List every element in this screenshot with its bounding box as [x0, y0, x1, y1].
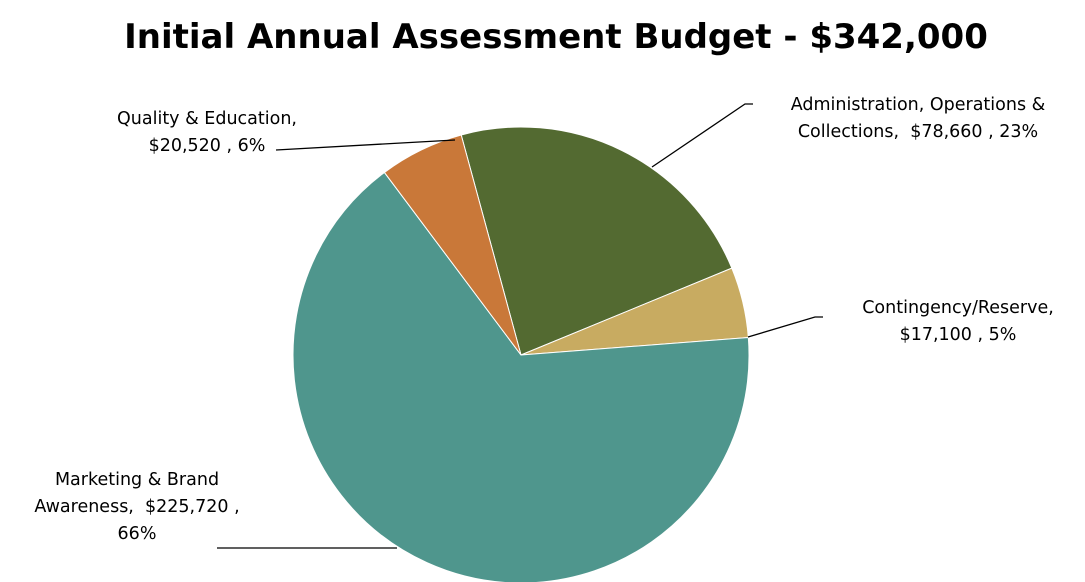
data-label-quality-education: Quality & Education, $20,520 , 6%: [117, 109, 297, 156]
data-label-line: Contingency/Reserve,: [862, 298, 1054, 318]
chart-title: Initial Annual Assessment Budget - $342,…: [124, 17, 988, 57]
pie-slice-quality-education: [383, 134, 522, 356]
data-label-line: Quality & Education,: [117, 109, 297, 129]
data-label-line: Awareness, $225,720 ,: [34, 497, 239, 517]
leader-lines: [217, 103, 823, 549]
pie-slices: [292, 126, 750, 582]
data-labels: Administration, Operations & Collections,…: [34, 95, 1053, 544]
data-label-line: 66%: [118, 524, 157, 544]
data-label-contingency-reserve: Contingency/Reserve, $17,100 , 5%: [862, 298, 1054, 345]
data-label-line: $20,520 , 6%: [149, 136, 266, 156]
data-label-line: Administration, Operations &: [791, 95, 1046, 115]
data-label-line: Collections, $78,660 , 23%: [798, 122, 1038, 142]
leader-line-quality-education: [275, 139, 456, 151]
data-label-administration-operations-collections: Administration, Operations & Collections,…: [791, 95, 1046, 142]
pie-slice-marketing-brand-awareness: [292, 171, 750, 582]
leader-line-contingency-reserve: [747, 316, 823, 338]
leader-line-administration-operations-collections: [651, 103, 753, 168]
data-label-marketing-brand-awareness: Marketing & Brand Awareness, $225,720 , 66…: [34, 470, 239, 544]
data-label-line: $17,100 , 5%: [900, 325, 1017, 345]
data-label-line: Marketing & Brand: [55, 470, 219, 490]
pie-slice-administration-operations-collections: [460, 126, 733, 356]
